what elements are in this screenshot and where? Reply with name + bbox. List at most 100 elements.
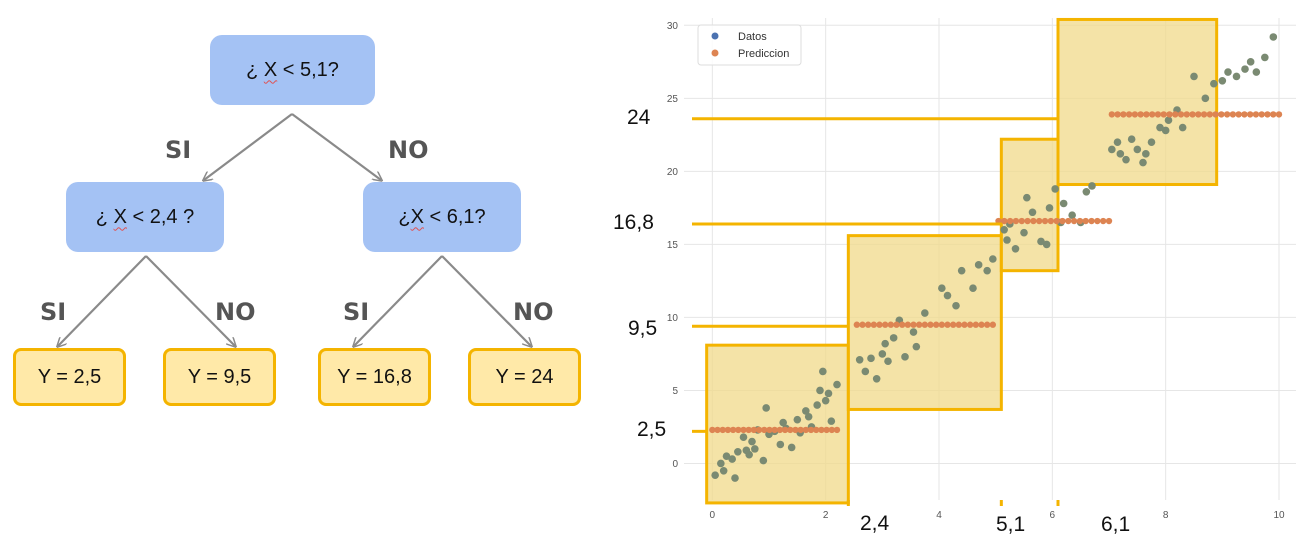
edge-right-yes xyxy=(354,255,443,346)
data-point xyxy=(711,471,719,479)
prediction-point xyxy=(1212,111,1219,118)
prediction-point xyxy=(1218,111,1225,118)
prediction-point xyxy=(955,321,963,328)
split-label-2-4: 2,4 xyxy=(860,512,890,535)
data-point xyxy=(921,309,929,317)
data-point xyxy=(909,328,918,336)
edge-right-no xyxy=(441,255,531,346)
data-point xyxy=(824,389,833,398)
data-point xyxy=(1246,58,1255,66)
prediction-point xyxy=(881,321,889,328)
prediction-point xyxy=(966,321,974,328)
data-point xyxy=(889,334,898,342)
data-point xyxy=(739,433,748,441)
data-point xyxy=(881,339,889,348)
data-point xyxy=(813,401,821,409)
prediction-point xyxy=(1030,217,1037,225)
prediction-point xyxy=(1172,111,1179,118)
prediction-point xyxy=(1148,111,1156,118)
legend-label-prediccion: Prediccion xyxy=(738,48,789,60)
prediction-point xyxy=(972,321,980,328)
data-point xyxy=(1261,53,1269,62)
data-point xyxy=(855,355,864,364)
prediction-point xyxy=(740,426,747,434)
prediction-point xyxy=(1235,111,1242,118)
data-point xyxy=(1269,33,1278,41)
prediction-point xyxy=(870,321,878,328)
level-label-16-8: 16,8 xyxy=(613,211,654,234)
data-point xyxy=(748,437,756,446)
prediction-point xyxy=(818,426,825,434)
prediction-point xyxy=(761,426,768,434)
data-point xyxy=(1116,150,1125,158)
data-point xyxy=(912,342,921,351)
right-condition-prefix: ¿ xyxy=(398,205,411,228)
x-tick-label: 0 xyxy=(710,510,716,521)
leaf-node-4: Y = 24 xyxy=(468,348,581,406)
data-point xyxy=(943,291,952,300)
prediction-point xyxy=(1200,111,1208,118)
prediction-point xyxy=(1223,111,1231,118)
data-point xyxy=(1190,72,1198,81)
prediction-point xyxy=(1166,111,1173,118)
prediction-point xyxy=(1006,217,1014,225)
data-point xyxy=(1088,182,1096,190)
right-condition-var: X xyxy=(410,205,424,228)
prediction-point xyxy=(1001,217,1008,225)
prediction-point xyxy=(1143,111,1150,118)
prediction-point xyxy=(1258,111,1265,118)
y-tick-label: 5 xyxy=(672,386,678,397)
prediction-point xyxy=(1131,111,1139,118)
data-point xyxy=(762,404,770,412)
data-point xyxy=(816,386,824,395)
data-point xyxy=(717,459,725,468)
prediction-point xyxy=(724,426,732,434)
prediction-point xyxy=(1125,111,1133,118)
prediction-point xyxy=(709,426,716,434)
x-tick-label: 10 xyxy=(1273,510,1285,521)
prediction-point xyxy=(714,426,721,434)
data-point xyxy=(1068,211,1076,219)
left-condition-prefix: ¿ xyxy=(95,205,114,228)
x-tick-label: 2 xyxy=(823,510,829,521)
data-point xyxy=(1082,188,1091,196)
root-condition-prefix: ¿ xyxy=(246,58,264,81)
prediction-point xyxy=(792,426,799,434)
prediction-point xyxy=(719,426,726,434)
data-point xyxy=(872,374,881,383)
prediction-point xyxy=(813,426,820,434)
prediction-point xyxy=(904,321,912,328)
data-point xyxy=(938,284,946,293)
data-point xyxy=(1133,145,1142,154)
y-tick-label: 30 xyxy=(667,21,679,32)
data-point xyxy=(759,456,768,465)
legend-marker-datos xyxy=(711,32,719,40)
data-point xyxy=(1142,150,1150,158)
prediction-point xyxy=(1059,217,1066,225)
x-tick-label: 4 xyxy=(936,510,942,521)
x-tick-label: 6 xyxy=(1050,510,1056,521)
data-point xyxy=(952,301,960,310)
data-point xyxy=(1028,208,1037,217)
data-point xyxy=(969,284,977,293)
prediction-point xyxy=(776,426,784,434)
prediction-point xyxy=(1024,217,1031,225)
data-point xyxy=(1108,145,1116,154)
prediction-point xyxy=(755,426,763,434)
data-point xyxy=(728,455,736,463)
data-point xyxy=(779,418,787,427)
prediction-point xyxy=(1246,111,1254,118)
split-label-5-1: 5,1 xyxy=(996,513,1026,536)
prediction-point xyxy=(1105,217,1113,225)
data-point xyxy=(1147,138,1156,146)
data-point xyxy=(1122,155,1130,164)
prediction-point xyxy=(745,426,752,434)
data-point xyxy=(957,266,966,275)
prediction-point xyxy=(771,426,778,434)
prediction-point xyxy=(921,321,929,328)
data-point xyxy=(1045,204,1054,212)
data-point xyxy=(1164,116,1173,125)
leaf-node-1: Y = 2,5 xyxy=(13,348,126,406)
prediction-point xyxy=(833,426,841,434)
